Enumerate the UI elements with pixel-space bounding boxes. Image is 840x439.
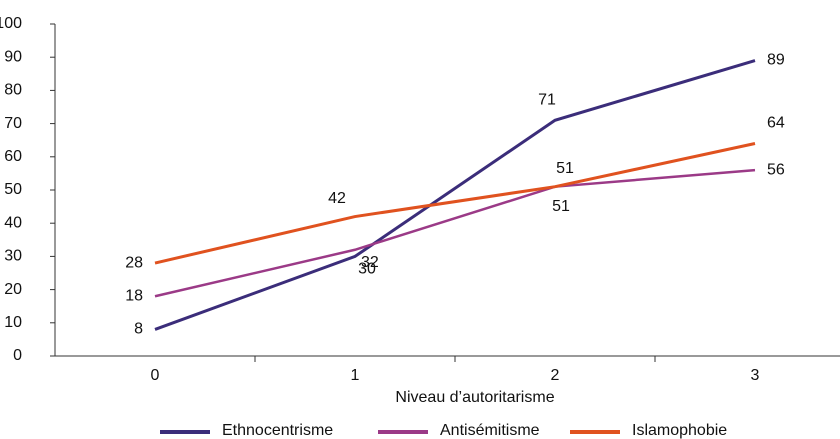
data-label: 56 (767, 161, 785, 178)
data-label: 51 (552, 198, 570, 215)
line (154, 142, 756, 265)
data-label: 28 (125, 254, 143, 271)
x-tick-label: 3 (751, 367, 760, 384)
x-tick-label: 1 (351, 367, 360, 384)
y-tick-label: 60 (4, 148, 22, 165)
y-tick-label: 90 (4, 48, 22, 65)
legend-label: Islamophobie (632, 422, 727, 439)
legend-label: Ethnocentrisme (222, 422, 333, 439)
data-label: 18 (125, 287, 143, 304)
y-tick-label: 80 (4, 82, 22, 99)
y-tick-label: 70 (4, 115, 22, 132)
y-tick-label: 40 (4, 214, 22, 231)
y-tick-label: 30 (4, 248, 22, 265)
data-label: 8 (134, 321, 143, 338)
line (154, 59, 756, 331)
y-tick-label: 20 (4, 281, 22, 298)
data-label: 89 (767, 52, 785, 69)
y-tick-label: 100 (0, 15, 22, 32)
data-label: 32 (361, 254, 379, 271)
legend-label: Antisémitisme (440, 422, 540, 439)
y-tick-label: 0 (13, 347, 22, 364)
data-label: 30 (358, 261, 376, 278)
y-tick-label: 10 (4, 314, 22, 331)
y-tick-label: 50 (4, 181, 22, 198)
line (154, 168, 756, 298)
data-label: 71 (538, 91, 556, 108)
x-tick-label: 2 (551, 367, 560, 384)
data-label: 64 (767, 115, 785, 132)
data-label: 42 (328, 190, 346, 207)
data-label: 51 (556, 160, 574, 177)
x-axis-title: Niveau d’autoritarisme (395, 389, 554, 406)
x-tick-label: 0 (151, 367, 160, 384)
